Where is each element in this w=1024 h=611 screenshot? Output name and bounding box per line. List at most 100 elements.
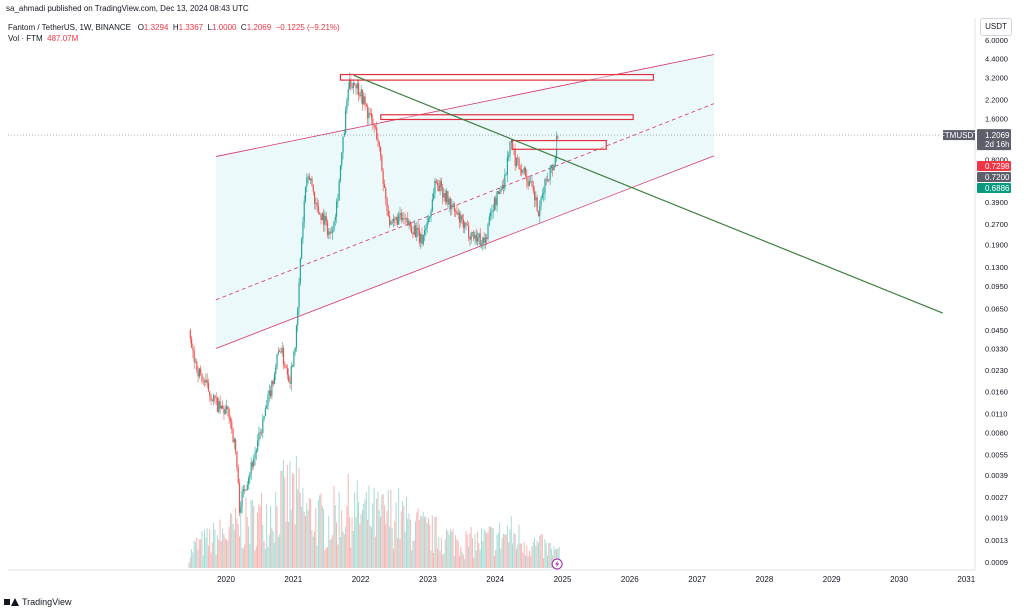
volume-bar xyxy=(302,487,304,568)
currency-button[interactable]: USDT xyxy=(980,18,1012,36)
volume-bar xyxy=(288,521,290,568)
candle-body xyxy=(502,185,505,189)
candle-body xyxy=(554,157,556,165)
volume-bar xyxy=(337,544,339,568)
volume-label[interactable]: Vol · FTM xyxy=(8,34,43,43)
volume-bar xyxy=(198,539,200,568)
candle-body xyxy=(487,224,489,240)
volume-bar xyxy=(312,536,314,568)
volume-bar xyxy=(272,531,274,568)
candle-body xyxy=(430,211,432,217)
volume-bar xyxy=(360,514,362,568)
candle-body xyxy=(535,197,537,201)
candle-body xyxy=(244,489,246,491)
volume-bar xyxy=(407,518,409,568)
volume-bar xyxy=(336,522,338,568)
volume-bar xyxy=(194,542,196,568)
candle-body xyxy=(480,243,483,245)
volume-bar xyxy=(464,558,466,568)
volume-bar xyxy=(403,505,405,568)
candle-body xyxy=(552,165,554,171)
volume-bar xyxy=(219,519,221,568)
volume-bar xyxy=(418,520,420,568)
y-tick-label: 0.0080 xyxy=(985,428,1008,437)
candle-body xyxy=(495,197,497,206)
candle-body xyxy=(321,213,323,221)
y-tick-label: 3.2000 xyxy=(985,73,1008,82)
volume-bar xyxy=(431,515,433,568)
descending-trendline xyxy=(353,74,943,314)
volume-bar xyxy=(232,524,234,568)
y-tick-label: 1.6000 xyxy=(985,114,1008,123)
candle-body xyxy=(434,180,436,194)
candle-body xyxy=(323,213,325,225)
candle-body xyxy=(414,225,417,238)
symbol-title[interactable]: Fantom / TetherUS, 1W, BINANCE xyxy=(8,23,132,32)
volume-bar xyxy=(508,542,510,568)
resistance-zone xyxy=(339,73,654,81)
volume-bar xyxy=(557,548,559,568)
volume-bar xyxy=(475,550,477,568)
volume-bar xyxy=(216,535,218,568)
volume-bar xyxy=(289,461,291,568)
volume-bar xyxy=(284,477,286,568)
volume-bar xyxy=(242,548,244,568)
candle-body xyxy=(229,418,232,422)
x-tick-label: 2022 xyxy=(352,575,370,584)
volume-bar xyxy=(517,544,519,568)
candle-body xyxy=(524,167,527,177)
volume-bar xyxy=(483,529,485,568)
candle-body xyxy=(342,136,344,153)
volume-bar xyxy=(526,545,528,568)
y-tick-label: 0.8000 xyxy=(985,155,1008,164)
candle-body xyxy=(197,370,199,377)
candle-body xyxy=(423,230,426,235)
x-tick-label: 2029 xyxy=(823,575,841,584)
candle-body xyxy=(557,136,559,138)
candle-body xyxy=(235,439,237,452)
candle-body xyxy=(467,225,470,237)
candle-body xyxy=(394,218,396,220)
volume-bar xyxy=(320,493,322,568)
volume-bar xyxy=(460,546,462,568)
y-tick-label: 0.0019 xyxy=(985,514,1008,523)
candle-body xyxy=(306,177,308,187)
candle-body xyxy=(387,211,389,217)
volume-bar xyxy=(402,500,404,568)
y-tick-label: 2.2000 xyxy=(985,95,1008,104)
volume-bar xyxy=(227,540,229,568)
volume-bar xyxy=(492,527,494,568)
volume-bar xyxy=(222,528,224,568)
volume-bar xyxy=(301,506,303,568)
candle-body xyxy=(461,215,463,220)
candle-body xyxy=(515,157,518,166)
volume-bar xyxy=(484,531,486,568)
candle-body xyxy=(381,155,383,172)
candle-body xyxy=(553,164,555,171)
y-tick-label: 4.4000 xyxy=(985,54,1008,63)
y-tick-label: 0.0650 xyxy=(985,304,1008,313)
volume-bar xyxy=(321,506,323,568)
volume-bar xyxy=(497,532,499,568)
candle-body xyxy=(312,185,314,192)
volume-bar xyxy=(315,508,317,568)
candle-body xyxy=(254,452,256,459)
candle-body xyxy=(356,83,358,89)
volume-bar xyxy=(363,503,365,568)
price-label-value: 0.6886 xyxy=(985,184,1010,193)
candle-body xyxy=(246,484,248,490)
volume-bar xyxy=(522,552,524,568)
candle-body xyxy=(348,78,351,90)
volume-bar xyxy=(237,523,239,568)
volume-bar xyxy=(435,516,437,568)
candle-body xyxy=(455,211,457,212)
candle-body xyxy=(391,221,393,223)
candle-body xyxy=(206,379,208,384)
volume-bar xyxy=(470,527,472,568)
candle-body xyxy=(363,96,365,105)
candle-body xyxy=(250,462,252,474)
volume-bar xyxy=(380,516,382,568)
volume-bar xyxy=(521,543,523,568)
volume-bar xyxy=(515,548,517,568)
